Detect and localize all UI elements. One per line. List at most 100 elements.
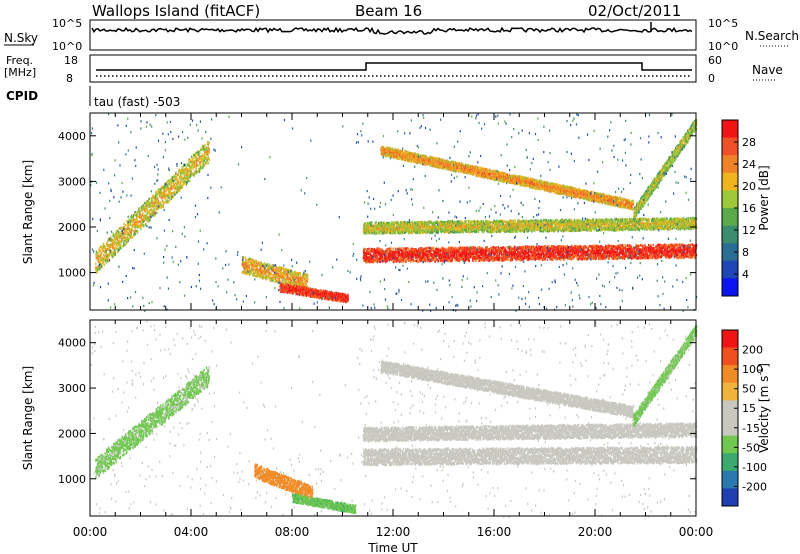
echo-cell bbox=[102, 266, 103, 268]
echo-cell bbox=[134, 219, 135, 221]
echo-cell bbox=[102, 262, 103, 264]
nave-tick-bottom: 0 bbox=[708, 72, 715, 85]
echo-cell bbox=[160, 206, 161, 208]
echo-cell bbox=[124, 244, 125, 246]
echo-cell bbox=[177, 178, 178, 180]
echo-cell bbox=[98, 255, 99, 257]
echo-cell bbox=[178, 172, 179, 174]
echo-cell bbox=[120, 244, 121, 246]
echo-cell bbox=[182, 186, 183, 188]
echo-cell bbox=[157, 198, 158, 200]
echo-cell bbox=[130, 224, 131, 226]
noise-tick-bottom-right: 10^0 bbox=[708, 40, 738, 53]
echo-cell bbox=[128, 238, 129, 240]
echo-cell bbox=[161, 197, 162, 199]
echo-cell bbox=[149, 219, 150, 221]
echo-cell bbox=[137, 230, 138, 232]
cpid-label: CPID bbox=[6, 89, 38, 103]
echo-cell bbox=[149, 198, 150, 200]
power-heatmap bbox=[90, 113, 697, 312]
echo-cell bbox=[174, 179, 175, 181]
nave-tick-top: 60 bbox=[708, 54, 722, 67]
echo-cell bbox=[186, 183, 187, 185]
echo-cell bbox=[169, 182, 170, 184]
echo-cell bbox=[168, 186, 169, 188]
echo-cell bbox=[174, 190, 175, 192]
freq-tick-bottom: 8 bbox=[66, 72, 73, 85]
freq-trace bbox=[96, 63, 692, 70]
echo-cell bbox=[134, 228, 135, 230]
echo-cell bbox=[179, 177, 180, 179]
echo-cell bbox=[123, 223, 124, 225]
echo-cell bbox=[131, 231, 132, 233]
echo-cell bbox=[132, 236, 133, 238]
echo-cell bbox=[171, 188, 172, 190]
echo-cell bbox=[110, 243, 111, 245]
echo-cell bbox=[117, 239, 118, 241]
echo-cell bbox=[111, 250, 112, 252]
echo-cell bbox=[98, 251, 99, 253]
noise-tick-top-left: 10^5 bbox=[52, 17, 82, 30]
echo-cell bbox=[139, 221, 140, 223]
echo-cell bbox=[151, 205, 152, 207]
echo-cell bbox=[158, 200, 159, 202]
echo-cell bbox=[184, 172, 185, 174]
noise-trace bbox=[92, 22, 692, 34]
echo-cell bbox=[175, 173, 176, 175]
echo-cell bbox=[181, 178, 182, 180]
echo-cell bbox=[146, 220, 147, 222]
echo-cell bbox=[170, 193, 171, 195]
echo-cell bbox=[96, 271, 97, 273]
echo-cell bbox=[147, 208, 148, 210]
echo-cell bbox=[118, 231, 119, 233]
echo-cell bbox=[180, 184, 181, 186]
echo-cell bbox=[168, 200, 169, 202]
echo-cell bbox=[113, 247, 114, 249]
echo-cell bbox=[95, 263, 96, 265]
nave-label: Nave bbox=[752, 63, 783, 77]
echo-cell bbox=[176, 178, 177, 180]
echo-cell bbox=[130, 236, 131, 238]
noise-line bbox=[92, 28, 692, 34]
echo-cell bbox=[116, 248, 117, 250]
rti-plot: Wallops Island (fitACF) Beam 16 02/Oct/2… bbox=[0, 0, 800, 554]
echo-cell bbox=[145, 223, 146, 225]
noise-tick-bottom-left: 10^0 bbox=[52, 40, 82, 53]
echo-cell bbox=[126, 230, 127, 232]
echo-cell bbox=[137, 215, 138, 217]
echo-cell bbox=[153, 195, 154, 197]
echo-cell bbox=[158, 188, 159, 190]
echo-cell bbox=[131, 229, 132, 231]
echo-cell bbox=[115, 251, 116, 253]
echo-cell bbox=[104, 264, 105, 266]
echo-cell bbox=[182, 166, 183, 168]
beam-title: Beam 16 bbox=[355, 2, 422, 20]
echo-cell bbox=[144, 202, 145, 204]
echo-cell bbox=[154, 205, 155, 207]
freq-tick-top: 18 bbox=[64, 54, 78, 67]
nsky-label: N.Sky bbox=[4, 31, 38, 45]
echo-cell bbox=[173, 196, 174, 198]
site-title: Wallops Island (fitACF) bbox=[92, 2, 260, 20]
echo-cell bbox=[143, 225, 144, 227]
echo-cell bbox=[152, 202, 153, 204]
echo-cell bbox=[125, 233, 126, 235]
echo-cell bbox=[134, 231, 135, 233]
echo-cell bbox=[156, 191, 157, 193]
echo-cell bbox=[106, 261, 107, 263]
echo-cell bbox=[129, 228, 130, 230]
echo-cell bbox=[139, 207, 140, 209]
echo-cell bbox=[181, 175, 182, 177]
echo-cell bbox=[139, 210, 140, 212]
echo-cell bbox=[137, 221, 138, 223]
noise-panel bbox=[90, 20, 696, 50]
echo-cell bbox=[113, 233, 114, 235]
noise-tick-top-right: 10^5 bbox=[708, 17, 738, 30]
echo-cell bbox=[113, 239, 114, 241]
echo-cell bbox=[142, 224, 143, 226]
echo-cell bbox=[163, 206, 164, 208]
echo-cell bbox=[115, 253, 116, 255]
echo-cell bbox=[125, 224, 126, 226]
echo-cell bbox=[115, 238, 116, 240]
